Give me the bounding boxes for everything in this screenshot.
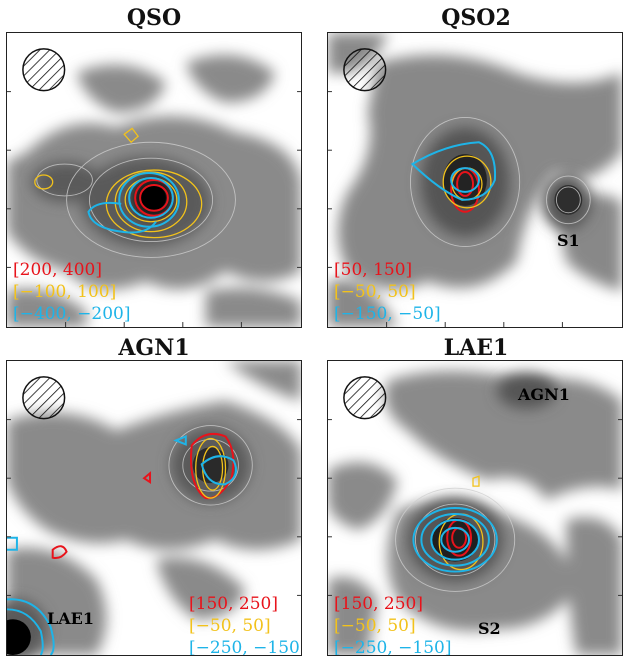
legend-cyan: [−250, −150] (189, 638, 302, 656)
legend-red: [50, 150] (334, 260, 413, 280)
beam-icon (22, 376, 66, 420)
source-label-s2: S2 (478, 619, 501, 638)
panel-agn1: LAE1 [150, 250] [−50, 50] [−250, −150] (6, 360, 302, 656)
legend-yellow: [−50, 50] (334, 282, 416, 302)
panel-title-agn1: AGN1 (118, 335, 190, 361)
legend-yellow: [−50, 50] (189, 616, 271, 636)
panel-title-qso2: QSO2 (441, 5, 511, 31)
legend-cyan: [−250, −150] (334, 638, 452, 656)
beam-icon (343, 48, 387, 92)
legend-red: [200, 400] (13, 260, 102, 280)
panel-qso: [200, 400] [−100, 100] [−400, −200] (6, 32, 302, 328)
legend-yellow: [−100, 100] (13, 282, 117, 302)
agn1-map (7, 361, 301, 655)
qso2-map (328, 33, 622, 327)
legend-red: [150, 250] (334, 594, 423, 614)
legend-cyan: [−400, −200] (13, 304, 131, 324)
lae1-legend: [150, 250] [−50, 50] [−250, −150] (334, 593, 452, 656)
legend-cyan: [−150, −50] (334, 304, 441, 324)
source-label-lae1: LAE1 (47, 609, 94, 628)
qso2-legend: [50, 150] [−50, 50] [−150, −50] (334, 259, 441, 325)
legend-yellow: [−50, 50] (334, 616, 416, 636)
source-label-s1: S1 (557, 231, 580, 250)
beam-icon (22, 48, 66, 92)
qso-legend: [200, 400] [−100, 100] [−400, −200] (13, 259, 130, 325)
beam-icon (343, 376, 387, 420)
panel-lae1: AGN1 S2 [150, 250] [−50, 50] [−250, −150… (327, 360, 623, 656)
panel-qso2: S1 [50, 150] [−50, 50] [−150, −50] (327, 32, 623, 328)
source-label-agn1: AGN1 (518, 385, 570, 404)
lae1-map (328, 370, 622, 655)
qso-map (7, 48, 301, 327)
agn1-legend: [150, 250] [−50, 50] [−250, −150] (189, 593, 302, 656)
legend-red: [150, 250] (189, 594, 278, 614)
panel-title-lae1: LAE1 (443, 335, 509, 361)
panel-title-qso: QSO (126, 5, 182, 31)
